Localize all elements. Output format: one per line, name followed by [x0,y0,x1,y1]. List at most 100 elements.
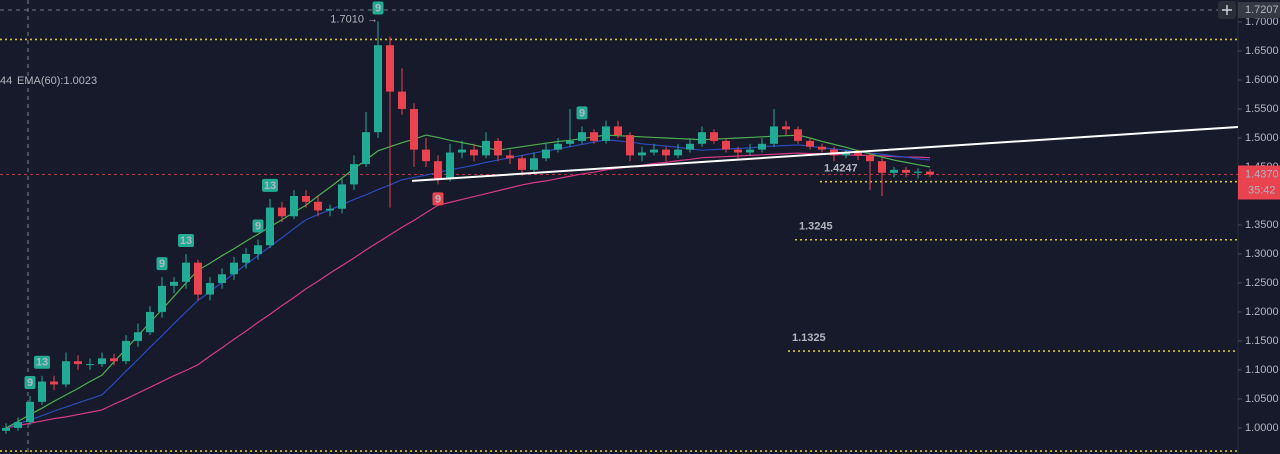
y-tick-label: 1.0000 [1245,422,1279,434]
candle-body [134,332,142,341]
candle-body [578,132,586,141]
candle-body [62,361,70,385]
td-count: 9 [579,107,585,119]
y-tick-label: 1.3000 [1245,248,1279,260]
candle-body [542,149,550,159]
candle-body [2,427,10,431]
candle-body [494,140,502,156]
candle-body [74,361,82,365]
candle-body [458,149,466,153]
candle-body [230,262,238,275]
candle-body [626,135,634,156]
candle-body [398,91,406,110]
candle-body [50,381,58,385]
candle-body [14,422,22,428]
y-tick-label: 1.2500 [1245,277,1279,289]
candle-body [794,129,802,141]
td-badge [24,376,36,390]
td-badge [156,257,168,271]
candle-body [854,152,862,156]
candle-body [278,207,286,217]
y-tick-label: 1.5500 [1245,103,1279,115]
candle-body [758,143,766,150]
candle-body [674,149,682,156]
candle-body [218,274,226,283]
candle-body [362,132,370,165]
last-price-label: 1.4370 [1245,168,1279,180]
plus-icon [1222,5,1232,15]
candle-body [506,155,514,159]
legend-entry: EMA(60):1.0023 [17,75,97,87]
candle-body [698,132,706,144]
td-count: 9 [255,220,261,232]
candle-body [206,282,214,295]
candle-body [422,149,430,162]
candle-body [38,381,46,402]
candle-body [806,140,814,147]
level-label: 1.3245 [799,221,833,233]
td-badge [178,233,194,247]
candle-body [530,158,538,170]
candle-body [914,171,922,173]
candle-body [290,195,298,217]
candle-body [302,195,310,202]
candle-body [110,358,118,362]
td-badge [432,192,444,206]
candle-body [146,311,154,333]
candle-body [614,126,622,136]
crosshair-label: 1.7207 [1245,4,1279,16]
candle-body [194,262,202,295]
candle-body [782,126,790,130]
candle-body [350,164,358,185]
crosshair-tag [1238,2,1280,19]
candle-body [374,45,382,133]
candle-body [770,126,778,144]
candle-body [158,285,166,312]
candle-body [98,358,106,365]
last-price-tag [1238,165,1280,200]
candle-body [866,155,874,162]
candle-body [686,143,694,150]
td-count: 13 [264,180,276,192]
candle-body [26,401,34,423]
candle-body [590,132,598,141]
trend-line [411,125,1239,182]
candle-body [326,208,334,211]
candle-body [638,152,646,156]
level-label: 1.1325 [792,332,826,344]
td-badge [34,355,50,369]
y-tick-label: 1.7000 [1245,16,1279,28]
td-count: 9 [159,258,165,270]
candle-body [242,253,250,263]
candle-body [554,143,562,150]
candle-body [314,201,322,211]
candle-body [602,126,610,141]
high-annotation: 1.7010 → [330,13,378,25]
candle-body [254,245,262,254]
td-count: 13 [180,235,192,247]
ema-line [5,139,931,429]
y-tick-label: 1.1000 [1245,364,1279,376]
candle-body [170,281,178,286]
candle-body [566,140,574,144]
td-badge [576,106,588,120]
candle-body [482,140,490,156]
candle-body [338,184,346,209]
td-badge [252,219,264,233]
candle-body [710,132,718,141]
candle-body [266,207,274,246]
candle-body [722,140,730,150]
candle-body [86,364,94,366]
candle-body [902,169,910,173]
candle-body [122,340,130,362]
level-label: 1.4247 [824,163,858,175]
ema-line [5,152,931,429]
legend-fragment: 44 [0,75,12,87]
candle-body [434,161,442,179]
td-badge [372,1,384,15]
y-tick-label: 1.6000 [1245,74,1279,86]
y-tick-label: 1.5000 [1245,132,1279,144]
candle-body [470,149,478,156]
